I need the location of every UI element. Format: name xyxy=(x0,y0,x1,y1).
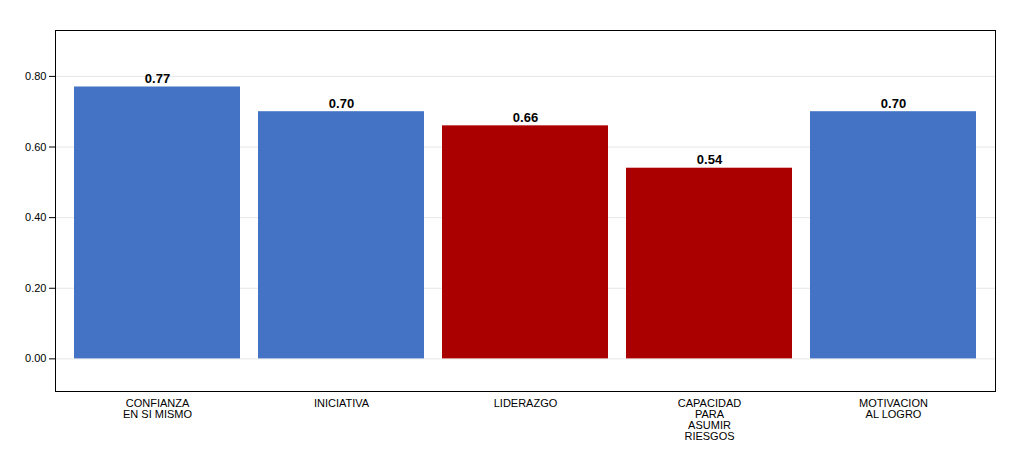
svg-text:CONFIANZAEN SI MISMO: CONFIANZAEN SI MISMO xyxy=(123,397,193,420)
svg-text:0.00: 0.00 xyxy=(25,352,46,364)
svg-text:0.60: 0.60 xyxy=(25,141,46,153)
svg-text:0.20: 0.20 xyxy=(25,282,46,294)
svg-text:LIDERAZGO: LIDERAZGO xyxy=(494,397,558,409)
svg-text:0.80: 0.80 xyxy=(25,70,46,82)
svg-text:0.54: 0.54 xyxy=(697,152,723,167)
svg-text:0.77: 0.77 xyxy=(145,71,170,86)
svg-text:0.40: 0.40 xyxy=(25,211,46,223)
svg-text:0.70: 0.70 xyxy=(329,96,354,111)
svg-text:MOTIVACIONAL LOGRO: MOTIVACIONAL LOGRO xyxy=(859,397,928,420)
svg-text:0.70: 0.70 xyxy=(881,96,906,111)
svg-text:INICIATIVA: INICIATIVA xyxy=(314,397,370,409)
svg-text:0.66: 0.66 xyxy=(513,110,538,125)
svg-text:CAPACIDADPARAASUMIRRIESGOS: CAPACIDADPARAASUMIRRIESGOS xyxy=(678,397,741,442)
